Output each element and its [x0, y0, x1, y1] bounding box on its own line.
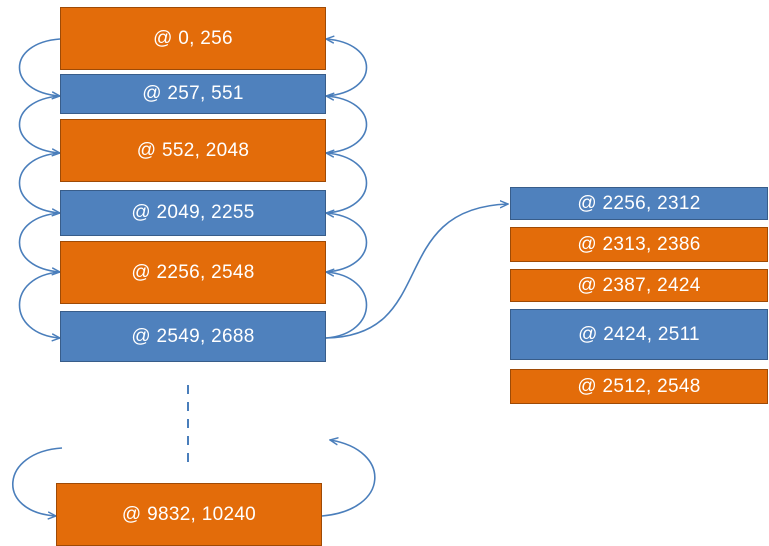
main-block: @ 0, 256	[60, 7, 326, 70]
sub-block: @ 2424, 2511	[510, 309, 768, 360]
main-block: @ 2049, 2255	[60, 190, 326, 236]
next-link-arrow	[12, 447, 63, 516]
next-link-arrow	[18, 152, 61, 213]
sub-block: @ 2387, 2424	[510, 269, 768, 302]
main-block: @ 2256, 2548	[60, 241, 326, 304]
prev-link-arrow	[326, 213, 368, 273]
sub-block: @ 2512, 2548	[510, 369, 768, 404]
main-block: @ 2549, 2688	[60, 311, 326, 362]
next-link-arrow	[18, 271, 61, 338]
next-link-arrow	[18, 212, 61, 272]
next-link-arrow	[18, 95, 61, 153]
prev-link-arrow	[326, 153, 368, 214]
expand-arrow	[325, 204, 508, 339]
prev-link-arrow	[326, 96, 368, 154]
next-link-arrow	[18, 38, 61, 96]
main-block-last: @ 9832, 10240	[56, 483, 322, 546]
prev-link-arrow	[326, 39, 368, 97]
main-block: @ 552, 2048	[60, 119, 326, 182]
prev-link-arrow	[321, 440, 376, 517]
main-block: @ 257, 551	[60, 74, 326, 114]
sub-block: @ 2313, 2386	[510, 227, 768, 262]
prev-link-arrow	[326, 272, 368, 339]
sub-block: @ 2256, 2312	[510, 187, 768, 220]
